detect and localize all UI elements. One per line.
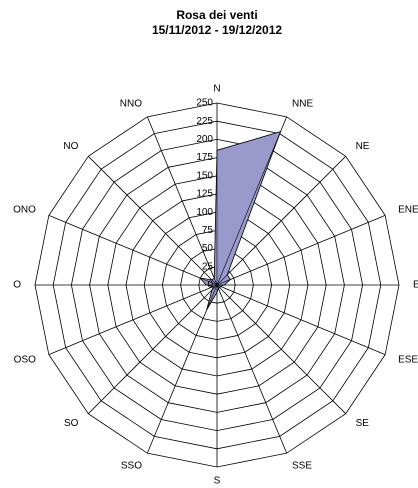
category-label: NO bbox=[63, 141, 78, 152]
category-label: SSE bbox=[292, 461, 312, 472]
category-label: OSO bbox=[14, 355, 36, 366]
category-label: O bbox=[13, 280, 21, 291]
category-label: SO bbox=[64, 418, 79, 429]
category-label: NNE bbox=[292, 99, 313, 110]
r-tick-label: 200 bbox=[196, 134, 213, 145]
category-label: ONO bbox=[13, 205, 36, 216]
r-tick-label: 225 bbox=[196, 116, 213, 127]
category-label: NE bbox=[356, 141, 370, 152]
r-tick-label: 50 bbox=[202, 243, 214, 254]
r-tick-label: 175 bbox=[196, 152, 213, 163]
spoke bbox=[216, 214, 386, 286]
category-label: ESE bbox=[398, 355, 418, 366]
data-spoke bbox=[211, 284, 218, 291]
r-tick-label: 25 bbox=[202, 261, 214, 272]
spoke bbox=[88, 284, 218, 414]
r-tick-label: 150 bbox=[196, 170, 213, 181]
r-tick-label: 75 bbox=[202, 225, 214, 236]
spoke bbox=[146, 284, 218, 454]
category-label: S bbox=[214, 476, 221, 487]
data-spoke bbox=[216, 274, 228, 286]
r-tick-label: 0 bbox=[207, 280, 213, 291]
spoke bbox=[216, 284, 386, 356]
category-label: ENE bbox=[398, 205, 418, 216]
spoke bbox=[216, 284, 346, 414]
category-label: SSO bbox=[121, 461, 142, 472]
category-label: NNO bbox=[120, 99, 142, 110]
r-tick-label: 125 bbox=[196, 189, 213, 200]
r-tick-label: 250 bbox=[196, 98, 213, 109]
category-label: SE bbox=[356, 418, 370, 429]
spoke bbox=[88, 156, 218, 286]
data-spoke bbox=[216, 279, 231, 286]
data-spoke bbox=[213, 278, 218, 286]
chart-subtitle: 15/11/2012 - 19/12/2012 bbox=[152, 23, 282, 37]
spoke bbox=[48, 214, 218, 286]
chart-title: Rosa dei venti bbox=[176, 8, 257, 22]
category-label: N bbox=[213, 84, 220, 95]
data-spoke bbox=[216, 131, 281, 286]
r-tick-label: 100 bbox=[196, 207, 213, 218]
spoke bbox=[216, 156, 346, 286]
data-spoke bbox=[206, 284, 218, 311]
data-spoke bbox=[211, 279, 218, 286]
spoke bbox=[146, 116, 218, 286]
spoke bbox=[216, 284, 288, 454]
category-label: E bbox=[413, 280, 418, 291]
data-spoke bbox=[200, 277, 218, 286]
spoke bbox=[48, 284, 218, 356]
